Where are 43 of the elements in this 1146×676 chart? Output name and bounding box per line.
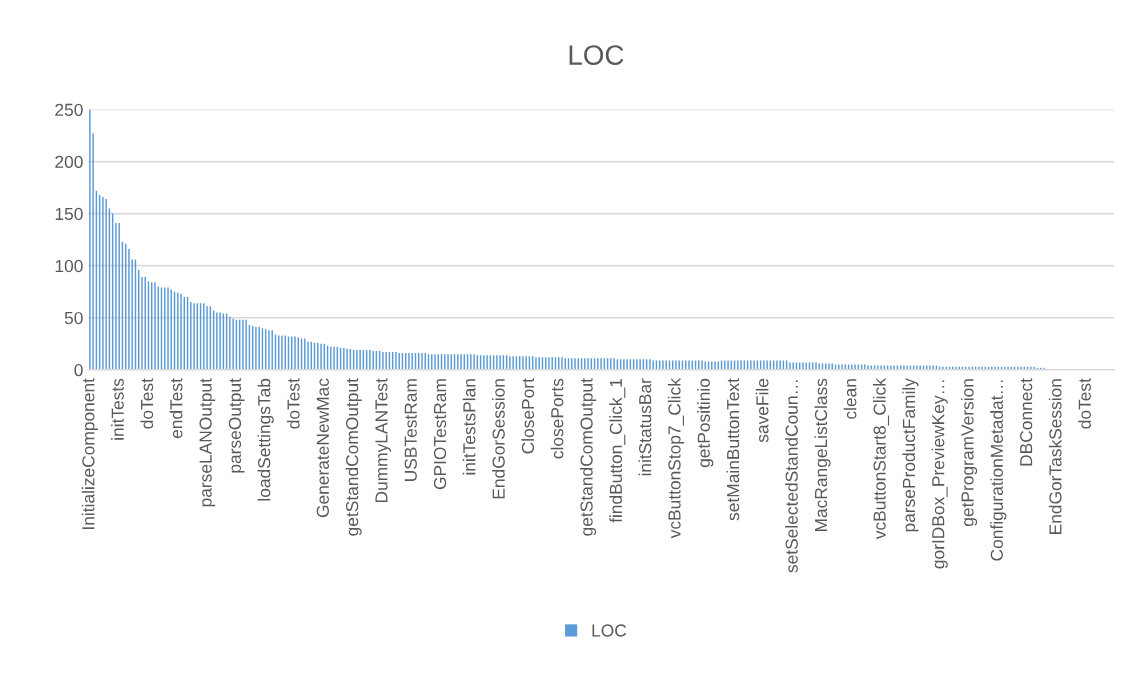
x-tick-label: vcButtonStop7_Click (667, 378, 685, 539)
x-tick-label: GenerateNewMac (316, 378, 329, 518)
y-tick-label: 250 (55, 103, 83, 116)
y-tick-label: 100 (55, 259, 83, 273)
y-tick-label: 200 (55, 155, 83, 169)
x-tick-label: initStatusBar (638, 378, 652, 476)
x-tick-label: setSelectedStandCoun… (785, 380, 798, 573)
x-tick-label: findButton_Click_1 (609, 378, 626, 523)
chart-title: LOC (569, 45, 624, 65)
x-tick-label: ConfigurationMetadat… (990, 380, 1007, 561)
x-tick-label: USBTestRam (404, 379, 417, 481)
x-tick-label: setMainButtonText (726, 378, 740, 521)
x-tick-label: doTest (286, 378, 300, 429)
x-tick-label: getProgramVersion (960, 379, 978, 526)
x-tick-label: GPIOTestRam (433, 379, 447, 490)
x-tick-label: initTests (111, 378, 124, 440)
legend-label: LOC (592, 624, 627, 637)
y-tick-label: 150 (55, 207, 83, 221)
x-tick-label: loadSettingsTab (257, 378, 274, 501)
x-tick-label: ClosePort (521, 378, 535, 454)
x-tick-label: parseLANOutput (199, 378, 216, 507)
x-tick-label: EndGorSession (492, 379, 505, 499)
x-tick-label: gorIDBox_PreviewKey… (931, 380, 948, 569)
x-tick-label: getStandComOutput (579, 378, 597, 536)
x-tick-label: MacRangeListClass (814, 378, 831, 532)
y-tick-label: 0 (74, 363, 83, 377)
x-tick-label: clean (843, 379, 857, 419)
x-tick-label: doTest (140, 378, 154, 429)
x-tick-label: DBConnect (1019, 378, 1033, 466)
x-tick-label: initTestsPlan (462, 379, 476, 475)
x-tick-label: vcButtonStart8_Click (873, 378, 890, 540)
x-tick-label: doTest (1078, 378, 1091, 429)
x-tick-label: parseOutput (228, 378, 245, 473)
x-tick-label: EndGorTaskSession (1048, 379, 1062, 534)
x-tick-label: closePorts (550, 378, 564, 459)
x-tick-label: getPositinio (697, 378, 714, 468)
x-tick-label: saveFile (755, 378, 769, 443)
y-tick-label: 50 (64, 311, 83, 325)
x-tick-label: parseProductFamily (902, 378, 919, 532)
x-tick-label: getStandComOutput (345, 378, 362, 536)
x-tick-label: endTest (169, 378, 183, 439)
x-tick-label: DummyLANTest (375, 378, 392, 503)
x-tick-label: InitializeComponent (81, 378, 98, 529)
